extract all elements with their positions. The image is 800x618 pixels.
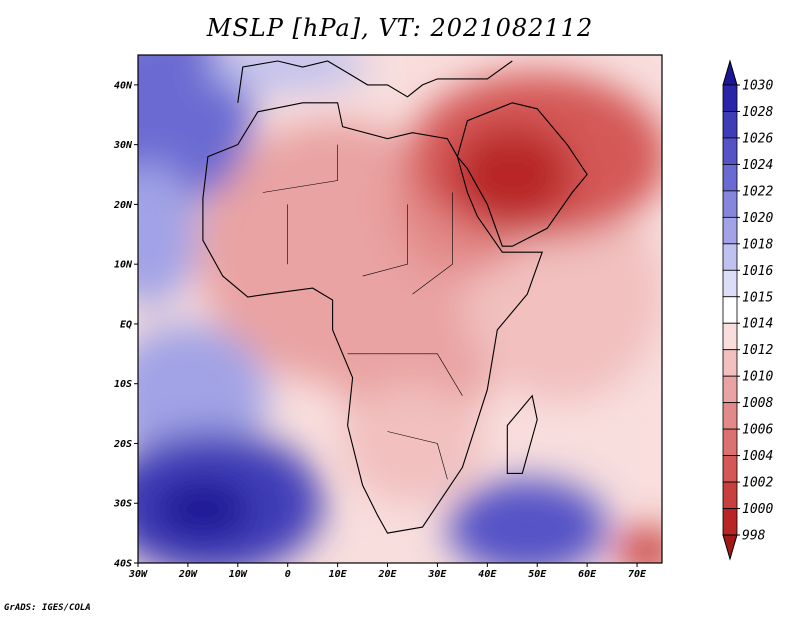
pressure-blob [452, 126, 573, 223]
y-tick-label: 10S [114, 379, 132, 390]
y-tick-label: 30S [113, 499, 132, 510]
colorbar: 1030 1028 1026 1024 1022 1020 1018 1016 1015 1014… [722, 59, 773, 561]
africa-outline [202, 102, 543, 534]
pressure-blob [207, 55, 368, 91]
y-tick-label: 40N [114, 80, 133, 91]
colorbar-swatch [722, 111, 738, 139]
x-tick-label: 10W [229, 569, 248, 580]
colorbar-min-triangle [722, 534, 738, 561]
country-border [412, 192, 453, 295]
country-border [362, 204, 408, 277]
pressure-blob [138, 323, 268, 468]
pressure-blob [617, 527, 662, 563]
pressure-blob [138, 162, 198, 306]
pressure-blob [152, 479, 253, 540]
x-tick-label: 30W [128, 569, 148, 580]
colorbar-max-triangle [722, 59, 738, 86]
colorbar-label: 1030 [742, 79, 773, 94]
pressure-blob [342, 383, 483, 504]
colorbar-swatch [722, 402, 738, 430]
colorbar-swatch [722, 455, 738, 483]
x-axis: 30W 20W 10W 0 10E 20E 30E 40E 50E 60E 70E [128, 563, 647, 580]
colorbar-label: 1012 [742, 343, 773, 358]
africa-coastline [202, 60, 588, 534]
colorbar-label: 1008 [742, 396, 773, 411]
colorbar-label: 1026 [742, 131, 773, 146]
colorbar-swatch [722, 164, 738, 192]
chart-title: MSLP [hPa], VT: 2021082112 [206, 14, 594, 42]
colorbar-swatch [722, 349, 738, 377]
y-axis: 40S 30S 20S 10S EQ 10N 20N 30N 40N [113, 80, 138, 570]
x-tick-label: 10E [329, 569, 348, 580]
colorbar-swatch [722, 269, 738, 298]
colorbar-swatch [722, 322, 738, 351]
y-tick-label: 40S [114, 559, 132, 570]
colorbar-label: 1028 [742, 105, 773, 120]
colorbar-swatch [722, 216, 738, 245]
colorbar-label: 1015 [742, 290, 773, 305]
europe-coast [237, 60, 513, 103]
colorbar-label: 1024 [742, 158, 773, 173]
colorbar-label: 1022 [742, 184, 773, 199]
colorbar-label: 998 [742, 529, 766, 544]
colorbar-label: 1004 [742, 449, 773, 464]
colorbar-label: 1010 [742, 370, 773, 385]
colorbar-swatch [722, 481, 738, 509]
colorbar-label: 1006 [742, 423, 773, 438]
arabia-outline [456, 102, 588, 247]
x-tick-label: 20E [377, 569, 397, 580]
country-border [347, 353, 463, 396]
colorbar-label: 1014 [742, 317, 773, 332]
country-border [387, 431, 448, 480]
x-tick-label: 0 [285, 569, 291, 580]
madagascar-outline [506, 394, 538, 474]
colorbar-swatch [722, 375, 738, 404]
colorbar-swatch [722, 137, 738, 165]
colorbar-label: 1016 [742, 264, 773, 279]
colorbar-swatch [722, 428, 738, 456]
x-tick-label: 30E [427, 569, 447, 580]
colorbar-label: 1002 [742, 476, 773, 491]
y-tick-label: 20S [113, 439, 132, 450]
x-tick-label: 20W [178, 569, 198, 580]
y-tick-label: 10N [114, 260, 133, 271]
y-tick-label: 20N [113, 200, 133, 211]
x-tick-label: 70E [628, 569, 647, 580]
pressure-field [138, 55, 662, 563]
x-tick-label: 50E [528, 569, 547, 580]
colorbar-label: 1018 [742, 237, 773, 252]
colorbar-swatch [722, 190, 738, 218]
colorbar-swatch [722, 243, 738, 271]
colorbar-swatch [722, 84, 738, 112]
pressure-blob [447, 479, 608, 563]
x-tick-label: 60E [578, 569, 597, 580]
pressure-contour-fill [138, 55, 662, 563]
country-border [262, 144, 338, 193]
colorbar-swatch [722, 508, 738, 536]
plot-frame [137, 54, 663, 564]
x-tick-label: 40E [478, 569, 497, 580]
colorbar-label: 1000 [742, 502, 773, 517]
colorbar-label: 1020 [742, 211, 773, 226]
y-tick-label: 30N [113, 140, 133, 151]
colorbar-swatch [722, 296, 738, 324]
grads-credit: GrADS: IGES/COLA [4, 603, 91, 613]
y-tick-label: EQ [120, 319, 132, 330]
